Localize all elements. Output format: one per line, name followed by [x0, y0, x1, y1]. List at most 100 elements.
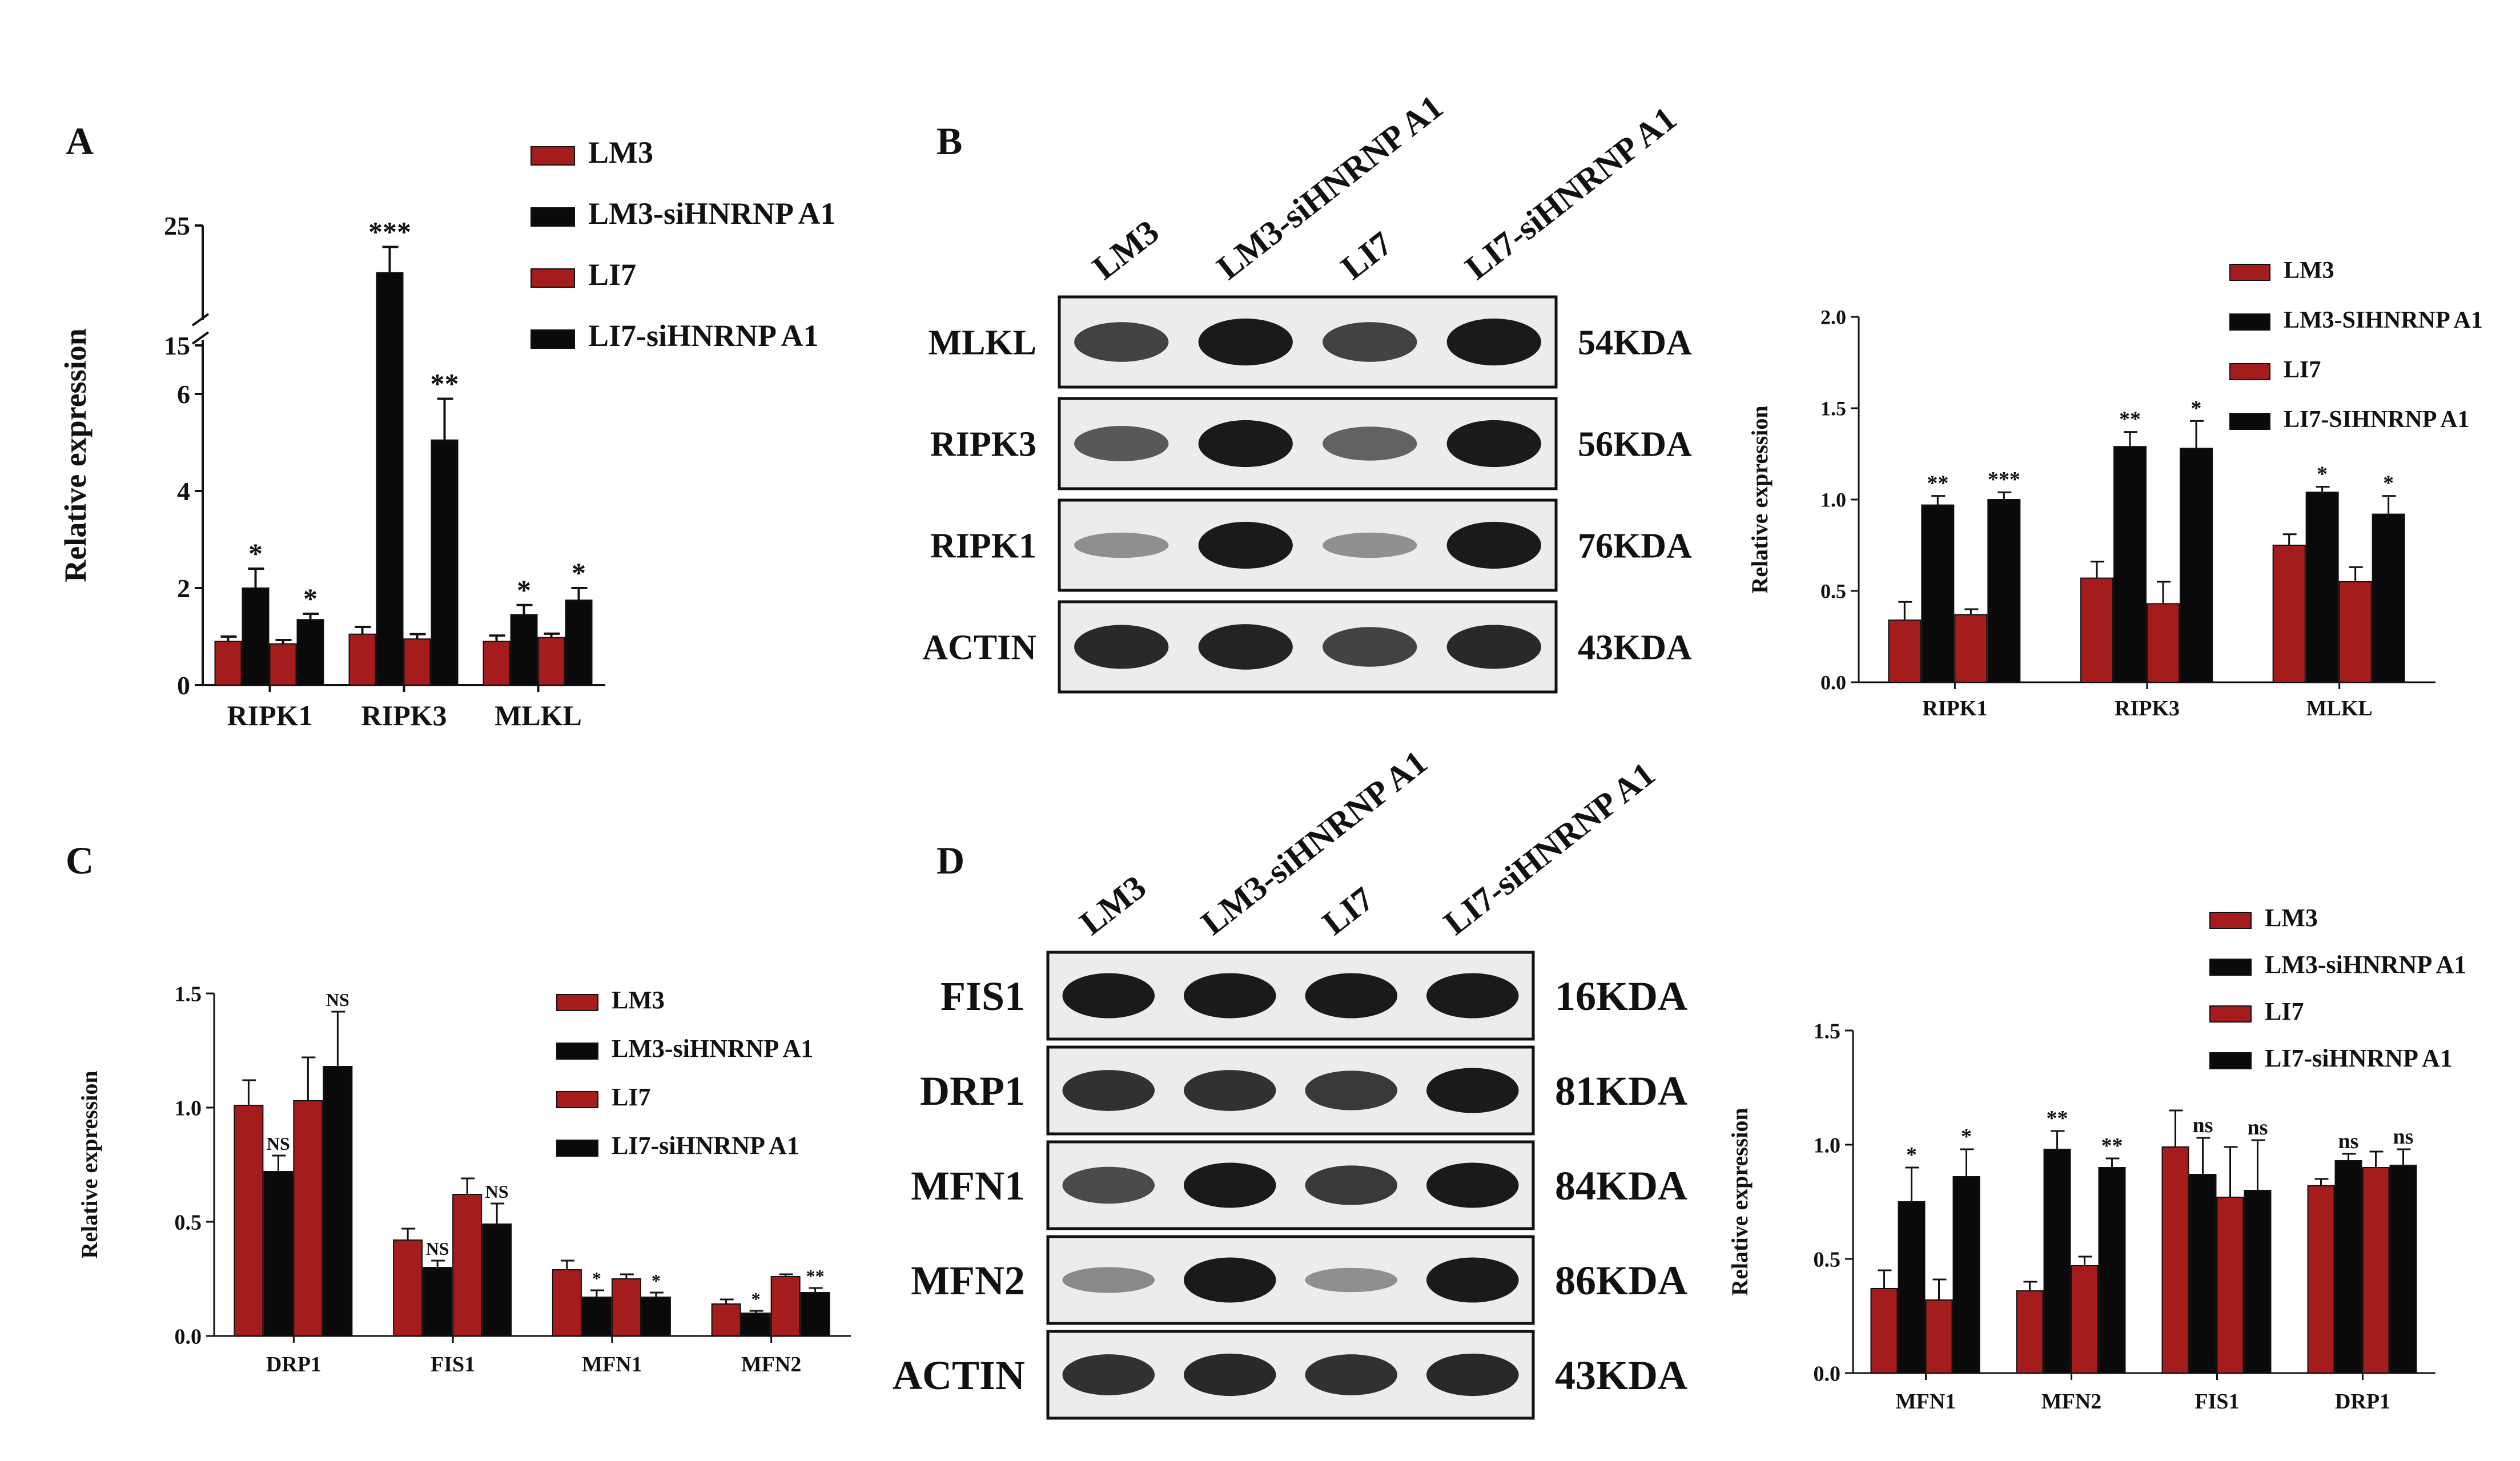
y-tick-label: 1.0 [175, 1096, 202, 1120]
panel-b-legend-swatch [2229, 264, 2270, 281]
x-tick-label: DRP1 [2335, 1390, 2390, 1414]
bar [2305, 492, 2339, 683]
blot-band [1062, 973, 1155, 1019]
panel-d-legend-swatch [2209, 912, 2252, 929]
bar [1987, 499, 2021, 683]
panel-b-legend-swatch [2229, 413, 2270, 430]
bar [1898, 1201, 1926, 1374]
panel-d-legend-label: LM3 [2265, 904, 2318, 932]
bar [2216, 1197, 2244, 1374]
blot-band [1184, 1162, 1276, 1208]
molecular-weight-label: 16KDA [1555, 973, 1687, 1019]
y-axis-title: Relative expression [58, 328, 93, 582]
y-tick-label: 1.5 [1814, 1019, 1841, 1043]
blot-band [1426, 1068, 1519, 1113]
blot-row-mfn1: MFN1 84KDA [911, 1140, 1687, 1230]
bar [565, 599, 593, 686]
molecular-weight-label: 84KDA [1555, 1163, 1687, 1209]
significance-label: NS [326, 989, 349, 1010]
panel-a-legend-swatch [530, 268, 575, 288]
significance-label: * [248, 537, 263, 569]
blot-row-drp1: DRP1 81KDA [920, 1045, 1687, 1136]
blot-band [1426, 1162, 1519, 1208]
x-tick-label: RIPK1 [1922, 697, 1987, 721]
protein-label: ACTIN [893, 1353, 1025, 1398]
axis-break-mark [191, 331, 210, 345]
lane-label: LM3 [1086, 212, 1165, 287]
blot-band [1074, 532, 1169, 558]
bar [1870, 1288, 1898, 1374]
panel-label-a: A [66, 119, 94, 163]
bar [2372, 513, 2405, 683]
significance-label: ** [1927, 472, 1948, 496]
protein-label: FIS1 [941, 973, 1025, 1019]
molecular-weight-label: 86KDA [1555, 1258, 1687, 1303]
significance-label: * [1906, 1143, 1917, 1167]
bar [741, 1313, 771, 1337]
x-tick-label: MFN2 [2041, 1390, 2102, 1414]
blot-band [1062, 1267, 1155, 1293]
panel-c-legend-swatch [556, 1043, 598, 1060]
panel-a-legend-swatch [530, 146, 575, 166]
bar [2016, 1290, 2044, 1374]
significance-label: ** [2119, 408, 2141, 432]
blot-row-actin: ACTIN 43KDA [922, 600, 1692, 694]
y-tick-label: 0.5 [1820, 580, 1846, 603]
bar [269, 643, 297, 686]
y-tick-label: 25 [164, 211, 190, 240]
bar [537, 637, 565, 686]
panel-c-legend-label: LI7 [612, 1083, 650, 1111]
significance-label: ns [2193, 1113, 2213, 1137]
blot-row-actin: ACTIN 43KDA [893, 1330, 1687, 1420]
bar [800, 1292, 830, 1337]
panel-b-legend-swatch [2229, 313, 2270, 331]
molecular-weight-label: 56KDA [1578, 425, 1692, 464]
x-tick-label: RIPK3 [2115, 697, 2180, 721]
panel-b-legend-swatch [2229, 363, 2270, 380]
panel-label-c: C [66, 839, 94, 882]
blot-band [1446, 521, 1541, 569]
panel-b-legend-label: LM3-SIHNRNP A1 [2284, 307, 2483, 333]
blot-band [1062, 1166, 1155, 1204]
significance-label: * [572, 557, 586, 589]
bar [293, 1100, 323, 1337]
y-tick-label: 1.5 [1820, 397, 1846, 420]
panel-d-legend-label: LI7 [2265, 997, 2304, 1025]
bar [263, 1171, 294, 1337]
protein-label: MFN2 [911, 1258, 1025, 1303]
y-tick-label: 4 [177, 477, 190, 506]
y-tick-label: 1.5 [175, 982, 202, 1006]
x-tick-label: MFN1 [582, 1353, 642, 1377]
blot-band [1074, 426, 1169, 461]
x-tick-label: RIPK3 [361, 699, 447, 731]
significance-label: * [1961, 1125, 1972, 1149]
x-tick-label: FIS1 [431, 1353, 475, 1377]
blot-band [1074, 625, 1169, 669]
panel-c-legend-label: LI7-siHNRNP A1 [612, 1132, 799, 1160]
molecular-weight-label: 81KDA [1555, 1068, 1687, 1114]
blot-band [1198, 624, 1293, 670]
protein-label: RIPK3 [930, 425, 1036, 464]
bar [2389, 1165, 2417, 1374]
x-tick-label: FIS1 [2195, 1390, 2239, 1414]
bar [611, 1278, 641, 1337]
protein-label: MFN1 [911, 1163, 1025, 1209]
bar [2338, 581, 2372, 683]
significance-label: * [2191, 396, 2202, 420]
bar [2161, 1146, 2189, 1374]
significance-label: NS [426, 1238, 449, 1259]
blot-band [1062, 1070, 1155, 1111]
bar [483, 641, 511, 686]
x-tick-label: RIPK1 [227, 699, 313, 731]
bar [1921, 504, 1955, 683]
blot-band [1446, 420, 1541, 468]
significance-label: * [751, 1289, 761, 1309]
bar [423, 1267, 453, 1337]
y-tick-label: 1.0 [1820, 489, 1846, 512]
panel-b-legend-label: LI7 [2284, 357, 2321, 383]
